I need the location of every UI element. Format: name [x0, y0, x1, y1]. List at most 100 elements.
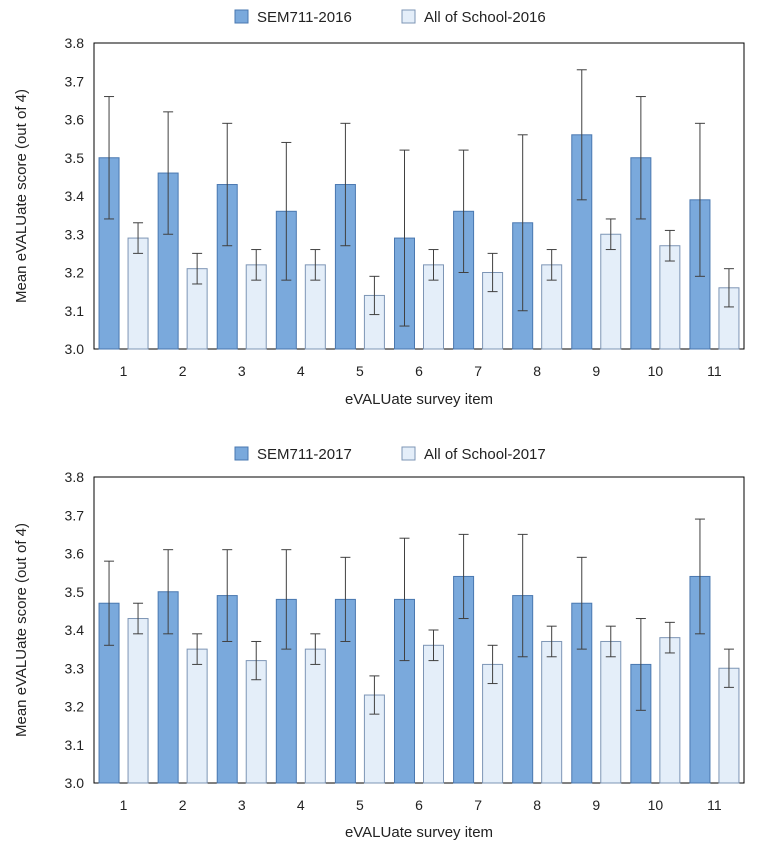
x-axis-title: eVALUate survey item: [345, 391, 493, 408]
y-tick-label: 3.3: [65, 226, 85, 242]
x-tick-label: 3: [238, 363, 246, 379]
error-bar-school-item-10: [664, 229, 675, 262]
bar-school-item-6: [423, 644, 444, 784]
y-tick-label: 3.2: [65, 265, 85, 281]
y-tick-label: 3.6: [65, 546, 85, 562]
bar-school-item-2: [186, 648, 208, 784]
y-tick-label: 3.7: [65, 507, 85, 523]
y-tick-label: 3.8: [65, 469, 85, 485]
x-tick-label: 8: [533, 797, 541, 813]
error-bar-unit-item-3: [222, 549, 233, 642]
error-bar-unit-item-8: [517, 134, 528, 312]
y-axis-title: Mean eVALUate score (out of 4): [13, 89, 30, 303]
legend-label: All of School-2017: [424, 446, 546, 463]
plot-frame: [93, 476, 745, 784]
error-bar-school-item-7: [487, 252, 498, 293]
error-bar-school-item-2: [192, 633, 203, 665]
x-tick-label: 9: [592, 797, 600, 813]
x-axis-title: eVALUate survey item: [345, 824, 493, 841]
legend-swatch: [234, 9, 249, 24]
x-tick-label: 6: [415, 363, 423, 379]
error-bar-unit-item-1: [104, 560, 115, 646]
error-bar-unit-item-11: [694, 122, 705, 277]
error-bar-unit-item-9: [576, 556, 587, 650]
legend-label: SEM711-2016: [257, 9, 352, 26]
error-bar-unit-item-4: [281, 549, 292, 650]
x-tick-label: 4: [297, 363, 305, 379]
bar-school-item-9: [600, 640, 622, 784]
bar-school-item-4: [304, 648, 326, 784]
error-bar-unit-item-3: [222, 122, 233, 247]
y-tick-label: 3.0: [65, 775, 85, 791]
error-bar-school-item-11: [723, 648, 734, 688]
x-tick-label: 4: [297, 797, 305, 813]
y-tick-label: 3.1: [65, 303, 85, 319]
error-bar-unit-item-7: [458, 533, 469, 620]
y-tick-label: 3.6: [65, 112, 85, 128]
error-bar-unit-item-4: [281, 141, 292, 281]
chart-2016: 3.0 3.1 3.2 3.3 3.4 3.5 3.6 3.7 3.8 Mean eVALUate…: [13, 9, 745, 408]
legend-label: SEM711-2017: [257, 446, 352, 463]
y-tick-label: 3.5: [65, 150, 85, 166]
x-tick-label: 1: [120, 797, 128, 813]
x-tick-label: 2: [179, 363, 187, 379]
error-bar-school-item-1: [133, 222, 144, 254]
x-tick-label: 1: [120, 363, 128, 379]
x-tick-label: 5: [356, 363, 364, 379]
error-bar-unit-item-6: [399, 149, 410, 327]
error-bar-school-item-10: [664, 621, 675, 654]
legend-item-school: All of School-2017: [401, 446, 546, 463]
error-bar-unit-item-2: [163, 111, 174, 235]
x-tick-label: 6: [415, 797, 423, 813]
error-bar-unit-item-11: [694, 518, 705, 635]
x-tick-label: 11: [707, 363, 722, 379]
bar-school-item-1: [127, 237, 149, 350]
error-bar-school-item-4: [310, 249, 321, 281]
x-tick-label: 8: [533, 363, 541, 379]
legend-label: All of School-2016: [424, 9, 546, 26]
y-tick-label: 3.8: [65, 35, 85, 51]
legend-swatch: [234, 446, 249, 461]
error-bar-school-item-7: [487, 644, 498, 685]
y-tick-label: 3.4: [65, 188, 85, 204]
error-bar-school-item-8: [546, 625, 557, 658]
x-tick-label: 7: [474, 363, 482, 379]
x-tick-label: 5: [356, 797, 364, 813]
error-bar-school-item-3: [251, 249, 262, 281]
error-bar-school-item-3: [251, 640, 262, 681]
y-axis-title: Mean eVALUate score (out of 4): [13, 523, 30, 737]
bar-school-item-8: [541, 640, 563, 784]
error-bar-unit-item-10: [635, 96, 646, 220]
legend-item-unit: SEM711-2017: [234, 446, 352, 463]
bar-school-item-9: [600, 233, 622, 350]
error-bar-school-item-6: [428, 249, 439, 281]
error-bar-school-item-11: [723, 268, 734, 308]
legend-swatch: [401, 446, 416, 461]
x-tick-label: 3: [238, 797, 246, 813]
x-tick-label: 7: [474, 797, 482, 813]
error-bar-school-item-2: [192, 252, 203, 285]
error-bar-unit-item-5: [340, 122, 351, 247]
error-bar-unit-item-6: [399, 537, 410, 662]
error-bar-school-item-4: [310, 633, 321, 665]
error-bar-school-item-5: [369, 275, 380, 316]
error-bar-unit-item-9: [576, 69, 587, 201]
error-bar-unit-item-5: [340, 556, 351, 642]
legend-item-school: All of School-2016: [401, 9, 546, 26]
error-bar-unit-item-8: [517, 533, 528, 658]
error-bar-school-item-6: [428, 629, 439, 662]
error-bar-school-item-1: [133, 602, 144, 635]
y-tick-label: 3.5: [65, 584, 85, 600]
bar-school-item-10: [659, 637, 681, 784]
bar-school-item-1: [127, 618, 149, 784]
x-tick-label: 10: [648, 363, 664, 379]
x-tick-label: 2: [179, 797, 187, 813]
error-bar-school-item-9: [605, 625, 616, 658]
x-tick-label: 9: [592, 363, 600, 379]
error-bar-school-item-5: [369, 675, 380, 715]
y-tick-label: 3.4: [65, 622, 85, 638]
y-tick-label: 3.2: [65, 699, 85, 715]
error-bar-school-item-8: [546, 249, 557, 281]
chart-2017: 3.0 3.1 3.2 3.3 3.4 3.5 3.6 3.7 3.8 Mean eVALUate…: [13, 446, 745, 841]
